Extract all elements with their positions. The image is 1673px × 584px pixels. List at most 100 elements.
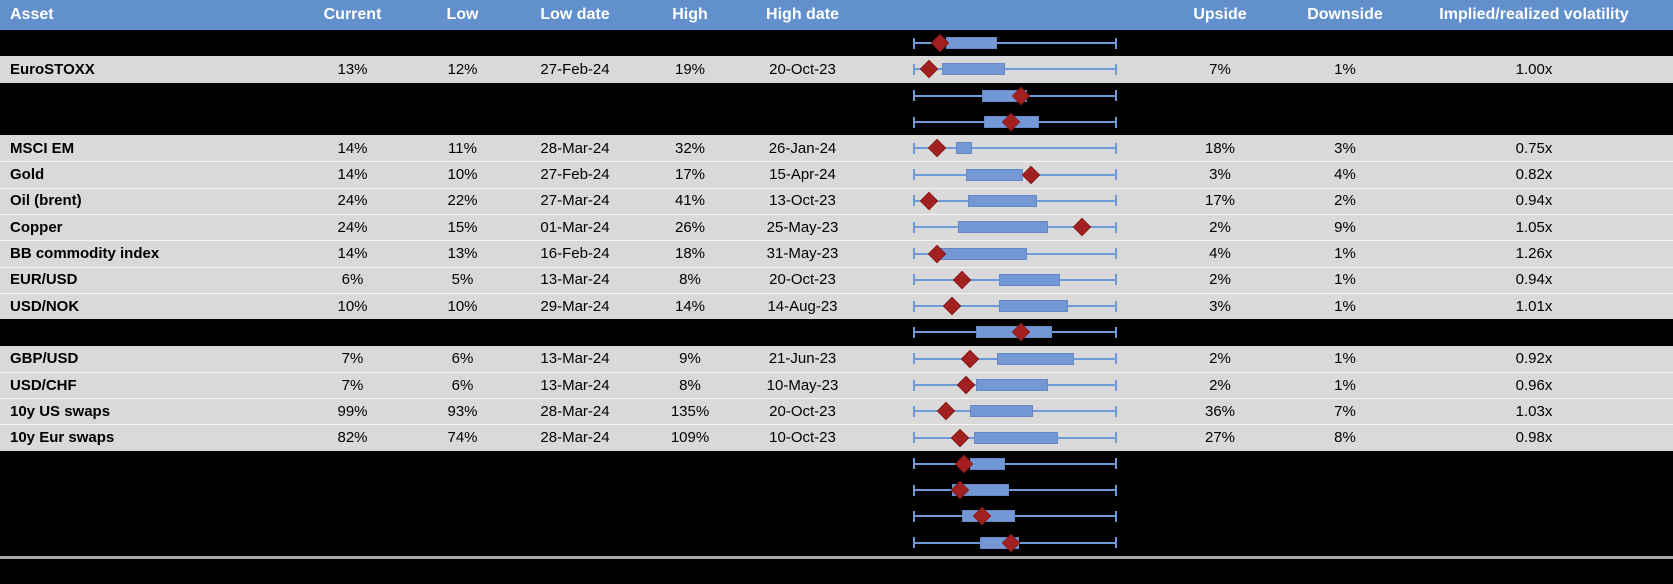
range-boxplot [913,267,1117,293]
cell-downside: 7% [1334,402,1356,420]
range-boxplot [913,530,1117,556]
range-boxplot [913,240,1117,266]
spacer-row [0,529,1673,556]
cell-downside: 1% [1334,297,1356,315]
cell-high: 8% [679,271,701,289]
header-high: High [672,6,708,23]
range-boxplot [913,56,1117,82]
cell-low-date: 28-Mar-24 [540,429,610,447]
range-boxplot [913,30,1117,56]
whisker-cap-left [913,432,915,444]
whisker-cap-left [913,484,915,496]
table-body: EuroSTOXX 13% 12% 27-Feb-24 19% 20-Oct-23 7% 1%… [0,30,1673,556]
interquartile-box [998,300,1069,313]
cell-low-date: 27-Feb-24 [540,60,610,78]
cell-downside: 1% [1334,271,1356,289]
cell-low-date: 13-Mar-24 [540,271,610,289]
header-low-date: Low date [540,6,610,23]
whisker-cap-left [913,353,915,365]
cell-current: 24% [337,218,368,236]
header-low: Low [446,6,479,23]
spacer-row [0,503,1673,530]
cell-asset-name: USD/NOK [10,297,80,315]
whisker-cap-left [913,63,915,75]
cell-current: 14% [337,166,368,184]
cell-low-date: 28-Mar-24 [540,139,610,157]
cell-upside: 3% [1209,166,1231,184]
asset-row: EUR/USD 6% 5% 13-Mar-24 8% 20-Oct-23 2% 1% 0.94x [0,266,1673,293]
interquartile-box [957,221,1048,234]
range-boxplot [913,109,1117,135]
whisker-line [913,68,1117,71]
spacer-row [0,108,1673,136]
cell-asset-name: 10y Eur swaps [10,429,115,447]
cell-low: 13% [447,245,478,263]
whisker-cap-left [913,300,915,312]
cell-downside: 9% [1334,218,1356,236]
cell-downside: 8% [1334,429,1356,447]
cell-downside: 1% [1334,350,1356,368]
cell-upside: 2% [1209,350,1231,368]
asset-row: Copper 24% 15% 01-Mar-24 26% 25-May-23 2% 9% 1.0… [0,214,1673,241]
range-boxplot [913,135,1117,161]
cell-high: 32% [674,139,706,157]
cell-low: 11% [448,139,477,157]
cell-low: 15% [447,218,478,236]
whisker-cap-left [913,142,915,154]
cell-low: 22% [447,192,478,210]
cell-low-date: 28-Mar-24 [540,402,610,420]
cell-current: 7% [341,376,364,394]
cell-upside: 17% [1204,192,1236,210]
cell-current: 10% [337,297,368,315]
cell-low: 12% [447,60,478,78]
cell-upside: 27% [1204,429,1236,447]
whisker-cap-right [1115,116,1117,128]
range-boxplot [913,503,1117,529]
current-level-diamond-marker [1022,165,1041,184]
cell-high: 9% [679,350,701,368]
header-current: Current [323,6,382,23]
whisker-line [913,515,1117,518]
cell-implied-realized-volatility: 0.92x [1515,350,1553,368]
cell-current: 14% [337,139,368,157]
whisker-cap-left [913,248,915,260]
cell-implied-realized-volatility: 1.26x [1515,245,1553,263]
whisker-cap-left [913,510,915,522]
cell-implied-realized-volatility: 0.98x [1515,429,1553,447]
cell-high: 26% [674,218,706,236]
cell-high-date: 10-May-23 [766,376,839,394]
cell-high: 135% [670,402,710,420]
whisker-cap-left [913,37,915,49]
whisker-cap-right [1115,432,1117,444]
whisker-cap-right [1115,353,1117,365]
cell-high-date: 20-Oct-23 [769,402,836,420]
range-boxplot [913,424,1117,450]
cell-high-date: 21-Jun-23 [768,350,837,368]
cell-low: 6% [451,350,474,368]
range-boxplot [913,398,1117,424]
cell-low: 74% [447,429,478,447]
asset-row: BB commodity index 14% 13% 16-Feb-24 18% 31-M… [0,240,1673,267]
whisker-cap-right [1115,405,1117,417]
header-high-date: High date [766,6,839,23]
cell-high: 18% [674,245,706,263]
cell-current: 82% [337,429,368,447]
cell-high-date: 31-May-23 [766,245,839,263]
header-implied-realized-volatility: Implied/realized volatility [1439,6,1629,23]
cell-downside: 4% [1334,166,1356,184]
cell-low-date: 29-Mar-24 [540,297,610,315]
current-level-diamond-marker [920,60,939,79]
whisker-cap-right [1115,90,1117,102]
cell-low: 5% [451,271,474,289]
current-level-diamond-marker [920,191,939,211]
cell-low-date: 27-Mar-24 [540,192,610,210]
current-level-diamond-marker [950,428,970,447]
cell-implied-realized-volatility: 0.94x [1515,271,1553,289]
asset-row: Oil (brent) 24% 22% 27-Mar-24 41% 13-Oct-23 17… [0,187,1673,215]
whisker-cap-right [1115,142,1117,154]
cell-current: 7% [341,350,364,368]
spacer-row [0,477,1673,504]
spacer-row [0,82,1673,109]
bottom-black-band [0,558,1673,584]
